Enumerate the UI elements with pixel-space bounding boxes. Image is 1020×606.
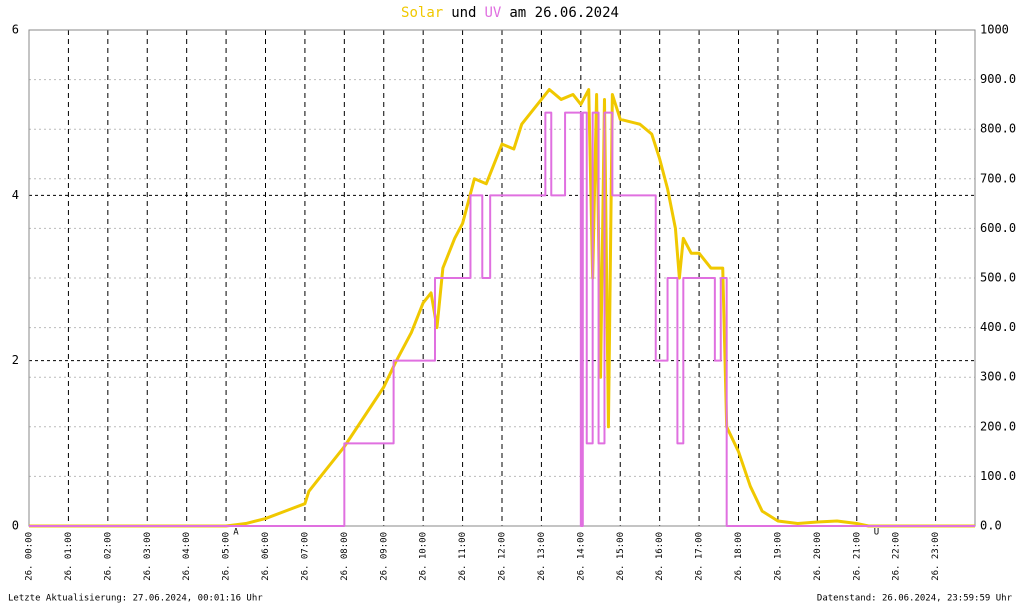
x-tick-label: 26. 21:00 (852, 532, 862, 581)
x-tick-label: 26. 18:00 (734, 532, 744, 581)
x-tick-label: 26. 09:00 (379, 532, 389, 581)
y2-tick-label: 400.0 (980, 320, 1016, 334)
y2-tick-label: 200.0 (980, 419, 1016, 433)
y2-tick-label: 500.0 (980, 271, 1016, 285)
x-tick-label: 26. 16:00 (655, 532, 665, 581)
x-tick-label: 26. 01:00 (64, 532, 74, 581)
y-tick-label: 0 (12, 519, 19, 533)
y2-tick-label: 700.0 (980, 171, 1016, 185)
y2-tick-label: 800.0 (980, 122, 1016, 136)
title-part: am 26.06.2024 (509, 5, 619, 21)
plot-frame (28, 29, 976, 527)
x-tick-label: 26. 13:00 (537, 532, 547, 581)
title-part: und (451, 5, 476, 21)
y-tick-label: 2 (12, 353, 19, 367)
x-tick-label: 26. 19:00 (773, 532, 783, 581)
y-tick-label: 6 (12, 23, 19, 37)
x-tick-label: 26. 22:00 (892, 532, 902, 581)
x-tick-label: 26. 06:00 (261, 532, 271, 581)
x-tick-label: 26. 03:00 (143, 532, 153, 581)
footer-right: Datenstand: 26.06.2024, 23:59:59 Uhr (817, 594, 1013, 604)
x-tick-label: 26. 10:00 (419, 532, 429, 581)
y2-tick-label: 600.0 (980, 221, 1016, 235)
x-tick-label: 26. 07:00 (300, 532, 310, 581)
footer-left: Letzte Aktualisierung: 27.06.2024, 00:01… (8, 594, 263, 604)
y2-tick-label: 0.0 (980, 519, 1002, 533)
y2-tick-label: 900.0 (980, 72, 1016, 86)
x-tick-label: 26. 15:00 (616, 532, 626, 581)
chart-title: Solar und UV am 26.06.2024 (401, 5, 619, 21)
x-tick-label: 26. 23:00 (931, 532, 941, 581)
x-tick-label: 26. 04:00 (182, 532, 192, 581)
title-part: Solar (401, 5, 443, 21)
y-tick-label: 4 (12, 188, 19, 202)
y2-tick-label: 300.0 (980, 370, 1016, 384)
annotation: A (233, 528, 239, 538)
y2-tick-label: 1000 (980, 23, 1009, 37)
x-tick-label: 26. 00:00 (25, 532, 35, 581)
series-line (29, 88, 975, 528)
annotation: U (874, 528, 879, 538)
x-tick-label: 26. 17:00 (695, 532, 705, 581)
x-tick-label: 26. 12:00 (498, 532, 508, 581)
y2-tick-label: 100.0 (980, 469, 1016, 483)
x-tick-label: 26. 20:00 (813, 532, 823, 581)
title-part: UV (485, 5, 502, 21)
x-tick-label: 26. 14:00 (576, 532, 586, 581)
x-tick-label: 26. 08:00 (340, 532, 350, 581)
x-tick-label: 26. 05:00 (222, 532, 232, 581)
x-tick-label: 26. 11:00 (458, 532, 468, 581)
series-line (29, 111, 975, 527)
x-tick-label: 26. 02:00 (103, 532, 113, 581)
